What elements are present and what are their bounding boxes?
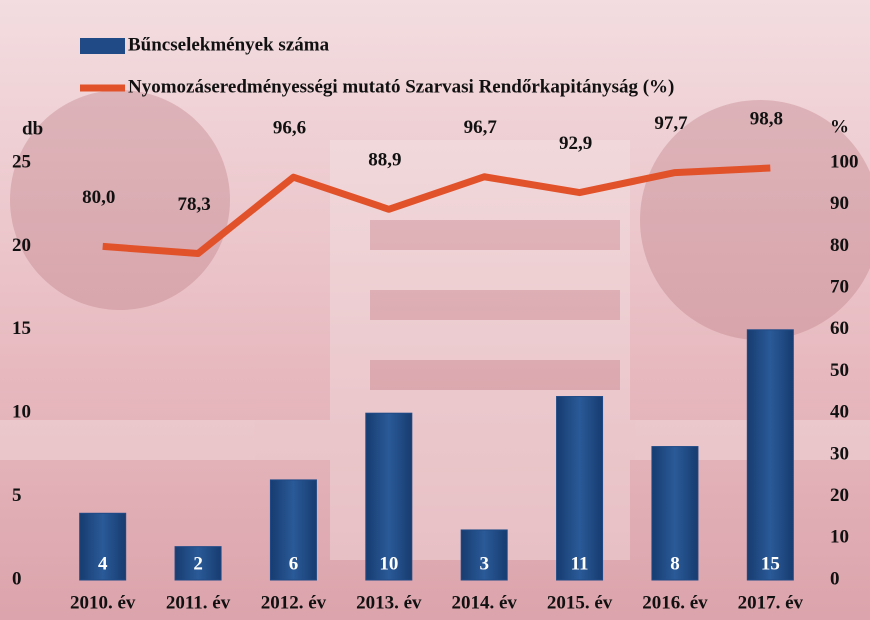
y2-tick-label: 70	[830, 276, 849, 297]
y2-tick-label: 40	[830, 402, 849, 423]
bar-value-label: 11	[571, 553, 589, 574]
x-tick-label: 2015. év	[547, 592, 613, 613]
y2-tick-label: 0	[830, 568, 840, 589]
y2-tick-label: 80	[830, 235, 849, 256]
bar-value-label: 3	[479, 553, 489, 574]
y2-tick-label: 60	[830, 318, 849, 339]
bar	[269, 479, 317, 581]
x-tick-label: 2014. év	[451, 592, 517, 613]
x-tick-label: 2017. év	[738, 592, 804, 613]
x-tick-label: 2013. év	[356, 592, 422, 613]
line-value-label: 80,0	[82, 187, 115, 208]
y2-tick-label: 20	[830, 485, 849, 506]
bar-value-label: 8	[670, 553, 680, 574]
bar	[365, 412, 413, 581]
line-value-label: 96,7	[464, 117, 498, 138]
line-value-label: 98,8	[750, 108, 783, 129]
line-value-label: 96,6	[273, 118, 306, 139]
bar	[556, 396, 604, 581]
bar-value-label: 6	[289, 553, 299, 574]
building-photo	[0, 90, 870, 560]
bar-value-label: 15	[761, 553, 780, 574]
y-tick-label: 15	[12, 318, 31, 339]
y2-tick-label: 10	[830, 527, 849, 548]
y-axis-label: db	[22, 118, 43, 139]
line-value-label: 78,3	[177, 194, 210, 215]
x-tick-label: 2010. év	[70, 592, 136, 613]
bar-value-label: 10	[379, 553, 398, 574]
legend-label: Bűncselekmények száma	[128, 34, 330, 55]
bar-value-label: 4	[98, 553, 108, 574]
line-value-label: 97,7	[654, 113, 688, 134]
y2-tick-label: 90	[830, 193, 849, 214]
legend-swatch	[80, 38, 125, 54]
bar-value-label: 2	[193, 553, 203, 574]
line	[102, 164, 771, 257]
y-tick-label: 10	[12, 402, 31, 423]
line-value-label: 92,9	[559, 133, 592, 154]
legend-label: Nyomozáseredményességi mutató Szarvasi R…	[128, 76, 674, 97]
y2-axis-label: %	[830, 116, 849, 137]
bar	[746, 329, 794, 581]
y-tick-label: 20	[12, 235, 31, 256]
bar	[460, 529, 508, 581]
y2-tick-label: 100	[830, 151, 859, 172]
y2-tick-label: 30	[830, 443, 849, 464]
x-tick-label: 2016. év	[642, 592, 708, 613]
line-value-label: 88,9	[368, 150, 401, 171]
x-tick-label: 2011. év	[166, 592, 231, 613]
bar	[174, 546, 222, 581]
y-tick-label: 0	[12, 568, 22, 589]
y-tick-label: 25	[12, 151, 31, 172]
bar	[651, 446, 699, 581]
x-tick-label: 2012. év	[261, 592, 327, 613]
y-tick-label: 5	[12, 485, 22, 506]
y2-tick-label: 50	[830, 360, 849, 381]
bar	[79, 512, 127, 581]
